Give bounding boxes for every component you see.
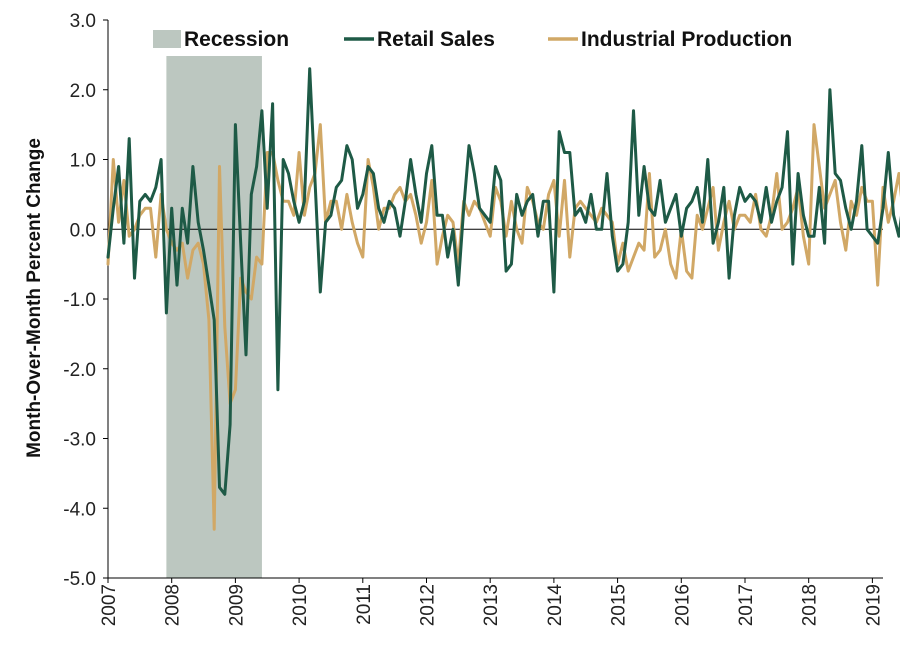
y-axis-title: Month-Over-Month Percent Change xyxy=(24,138,45,458)
y-tick-label: -1.0 xyxy=(63,290,96,311)
y-tick-label: -5.0 xyxy=(63,569,96,590)
y-tick-label: -3.0 xyxy=(63,430,96,451)
y-tick-label: -4.0 xyxy=(63,499,96,520)
x-tick-label: 2014 xyxy=(545,584,566,627)
x-tick-label: 2015 xyxy=(609,584,630,626)
x-tick-label: 2010 xyxy=(290,584,311,626)
series-layer xyxy=(106,67,900,531)
series-line-retail xyxy=(106,67,900,496)
x-tick-label: 2007 xyxy=(99,584,120,626)
x-tick-label: 2019 xyxy=(863,584,884,626)
y-tick-label: 2.0 xyxy=(70,81,96,102)
legend-industrial-label: Industrial Production xyxy=(581,28,792,51)
legend: Recession Retail Sales Industrial Produc… xyxy=(153,28,792,51)
x-tick-label: 2012 xyxy=(417,584,438,626)
x-tick-label: 2016 xyxy=(672,584,693,626)
x-tick-label: 2013 xyxy=(481,584,502,626)
x-tick-label: 2017 xyxy=(736,584,757,626)
x-tick-label: 2011 xyxy=(354,584,375,625)
series-line-industrial xyxy=(106,123,900,531)
legend-recession-label: Recession xyxy=(184,28,289,51)
legend-recession-swatch xyxy=(153,30,181,48)
y-tick-label: -2.0 xyxy=(63,360,96,381)
x-tick-label: 2008 xyxy=(163,584,184,626)
x-tick-label: 2009 xyxy=(226,584,247,626)
legend-retail-label: Retail Sales xyxy=(377,28,495,51)
y-tick-label: 1.0 xyxy=(70,151,96,172)
y-tick-label: 0.0 xyxy=(70,220,96,241)
y-tick-label: 3.0 xyxy=(70,11,96,32)
x-tick-label: 2018 xyxy=(800,584,821,626)
